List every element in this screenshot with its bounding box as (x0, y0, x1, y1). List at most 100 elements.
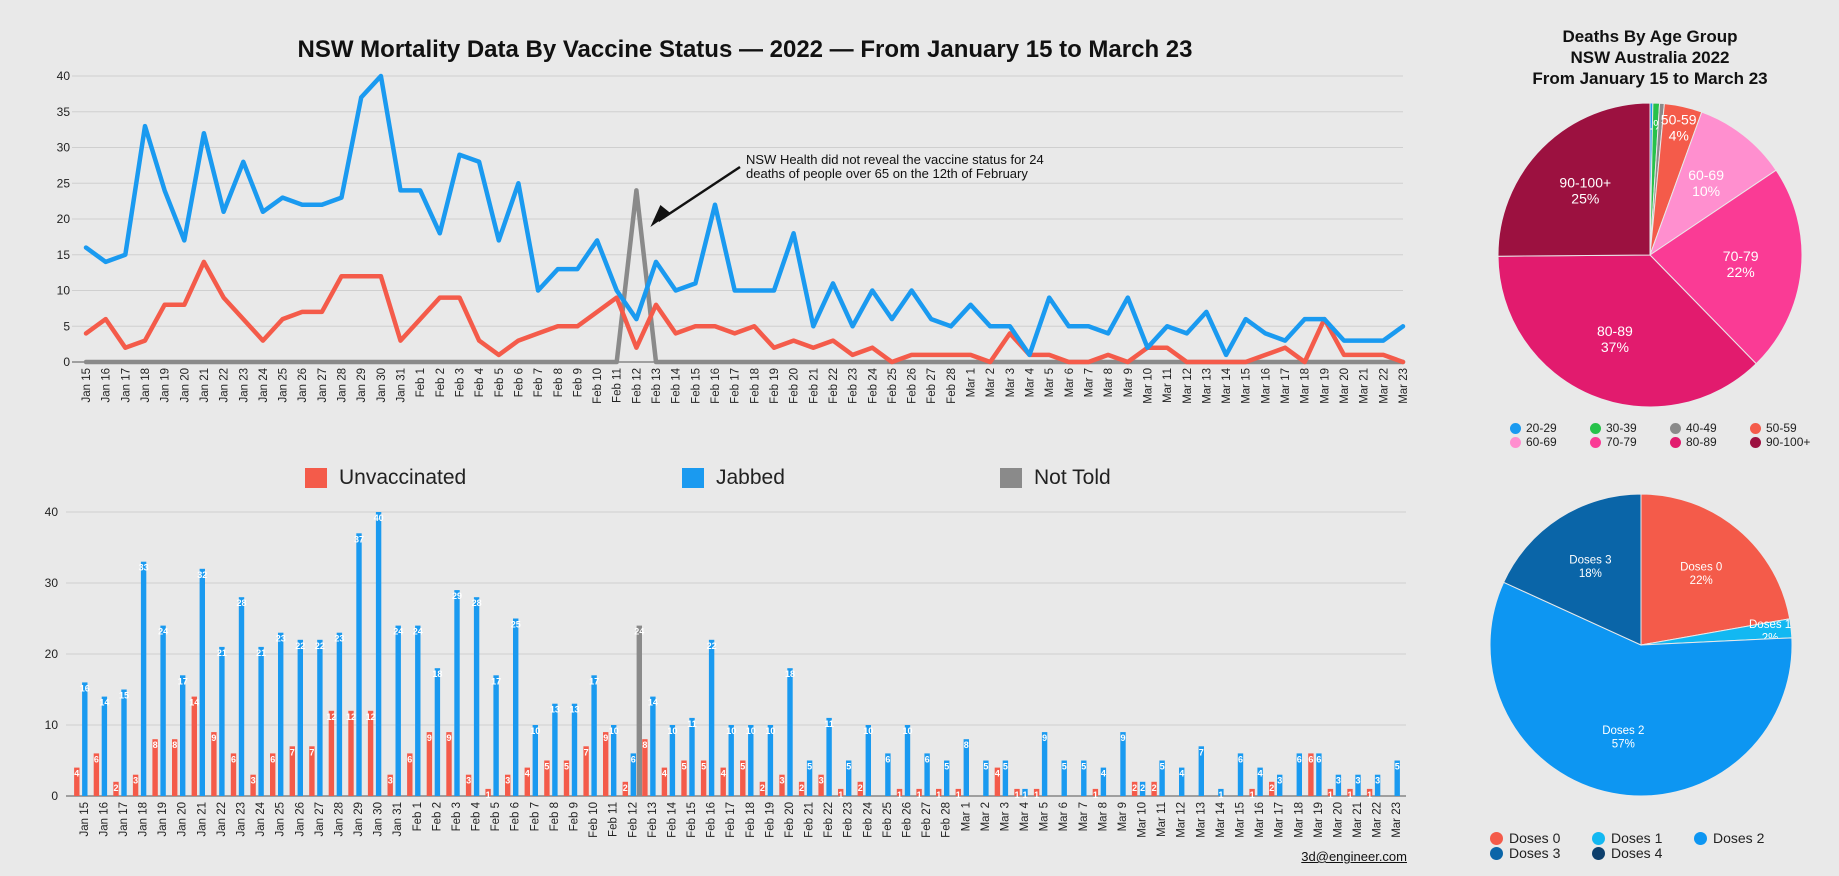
legend-dot-icon (1750, 422, 1761, 434)
bar-x-tick-label: Mar 10 (1137, 802, 1149, 838)
bar-unvaccinated (740, 760, 746, 796)
pie-slice-label: 4% (1669, 127, 1689, 143)
bar-data-label: 5 (846, 762, 851, 772)
line-x-tick-label: Jan 17 (120, 368, 132, 403)
line-x-tick-label: Feb 26 (907, 368, 919, 404)
bar-data-label: 10 (902, 726, 912, 736)
bar-data-label: 3 (1355, 776, 1360, 786)
pie-slice-label: Doses 1 (1749, 619, 1791, 631)
bar-data-label: 3 (133, 776, 138, 786)
bar-data-label: 17 (589, 676, 599, 686)
line-x-tick-label: Feb 18 (749, 368, 761, 404)
line-y-tick-label: 25 (57, 176, 71, 190)
bar-x-tick-label: Mar 18 (1293, 802, 1305, 838)
legend-label: Jabbed (716, 466, 785, 489)
bar-data-label: 32 (197, 570, 207, 580)
pie-legend-item: Doses 4 (1592, 845, 1662, 861)
line-x-tick-label: Jan 21 (199, 368, 211, 403)
bar-jabbed (101, 696, 108, 796)
pie-slice-label: 22% (1727, 264, 1755, 280)
bar-data-label: 10 (746, 726, 756, 736)
bar-x-tick-label: Feb 8 (549, 802, 561, 831)
pie-slice-label: 18% (1579, 568, 1602, 580)
bar-data-label: 6 (231, 754, 236, 764)
line-x-tick-label: Mar 9 (1123, 368, 1135, 397)
bar-unvaccinated (661, 767, 668, 796)
bar-data-label: 6 (407, 754, 412, 764)
bar-unvaccinated (681, 760, 687, 796)
bar-unvaccinated (172, 739, 178, 796)
bar-y-tick-label: 40 (45, 505, 59, 519)
bar-x-tick-label: Jan 17 (118, 802, 130, 837)
bar-x-tick-label: Mar 16 (1254, 802, 1266, 838)
bar-data-label: 1 (1347, 790, 1352, 800)
bar-unvaccinated (1347, 788, 1353, 796)
bar-jabbed (1081, 760, 1087, 796)
bar-unvaccinated (250, 774, 256, 796)
pie-slice-label: 60-69 (1688, 167, 1724, 183)
bar-x-tick-label: Jan 27 (314, 802, 326, 837)
bar-x-tick-label: Feb 14 (666, 801, 678, 837)
line-x-tick-label: Feb 13 (651, 368, 663, 404)
age-pie-title: Deaths By Age Group NSW Australia 2022 F… (1532, 27, 1768, 88)
bar-unvaccinated (583, 746, 589, 796)
bar-data-label: 21 (256, 648, 266, 658)
line-y-tick-label: 15 (57, 248, 71, 262)
bar-jabbed (121, 689, 127, 796)
line-x-tick-label: Mar 3 (1005, 368, 1017, 397)
bar-data-label: 17 (491, 676, 501, 686)
legend-not-told: Not Told (1000, 466, 1111, 490)
line-x-tick-label: Jan 30 (376, 368, 388, 403)
bar-unvaccinated (896, 788, 903, 796)
bar-data-label: 10 (667, 726, 677, 736)
annotation-text: NSW Health did not reveal the vaccine st… (746, 152, 1044, 167)
bar-unvaccinated (348, 710, 354, 796)
line-x-tick-label: Feb 16 (710, 368, 722, 404)
bar-data-label: 9 (211, 733, 216, 743)
bar-data-label: 6 (631, 754, 636, 764)
bar-unvaccinated (857, 781, 863, 796)
bar-data-label: 5 (1160, 762, 1165, 772)
bar-data-label: 1 (486, 790, 491, 800)
bar-data-label: 1 (1022, 790, 1027, 800)
bar-jabbed (669, 725, 676, 796)
pie-legend-label: 70-79 (1606, 435, 1637, 449)
bar-jabbed (238, 597, 245, 796)
bar-data-label: 4 (525, 769, 530, 779)
bar-data-label: 3 (1336, 776, 1341, 786)
legend-swatch-unvaccinated (305, 468, 327, 488)
bar-x-tick-label: Mar 12 (1176, 802, 1188, 838)
bar-unvaccinated (642, 739, 648, 796)
line-x-tick-label: Feb 15 (690, 368, 702, 404)
pie-legend-label: Doses 0 (1509, 830, 1561, 846)
bar-y-tick-label: 30 (45, 576, 59, 590)
bar-x-tick-label: Feb 13 (647, 802, 659, 838)
pie-slice-60-69 (1649, 111, 1777, 257)
line-x-tick-label: Mar 4 (1025, 367, 1037, 397)
bar-x-tick-label: Mar 14 (1215, 801, 1227, 837)
bar-unvaccinated (524, 767, 530, 796)
bar-jabbed (1179, 767, 1185, 796)
pie-slice-label: Doses 2 (1602, 725, 1644, 737)
bar-unvaccinated (1308, 753, 1314, 796)
legend-dot-icon (1510, 436, 1521, 448)
bar-unvaccinated (465, 774, 472, 796)
bar-unvaccinated (1092, 788, 1099, 796)
bar-unvaccinated (93, 753, 100, 796)
bar-data-label: 28 (236, 598, 246, 608)
bar-unvaccinated (230, 753, 237, 796)
bar-x-tick-label: Mar 3 (999, 802, 1011, 831)
line-x-tick-label: Jan 22 (219, 368, 231, 403)
bar-x-tick-label: Feb 7 (529, 802, 541, 831)
bar-jabbed (297, 639, 303, 796)
bar-x-tick-label: Mar 19 (1313, 802, 1325, 838)
bar-x-tick-label: Feb 19 (764, 802, 776, 838)
line-x-tick-label: Mar 21 (1359, 368, 1371, 404)
bar-x-tick-label: Mar 4 (1019, 801, 1031, 831)
bar-data-label: 4 (1258, 769, 1263, 779)
bar-data-label: 10 (863, 726, 873, 736)
bar-data-label: 1 (1328, 790, 1333, 800)
bar-unvaccinated (720, 767, 726, 796)
line-x-tick-label: Jan 23 (238, 368, 250, 403)
credit-link[interactable]: 3d@engineer.com (1301, 849, 1407, 864)
